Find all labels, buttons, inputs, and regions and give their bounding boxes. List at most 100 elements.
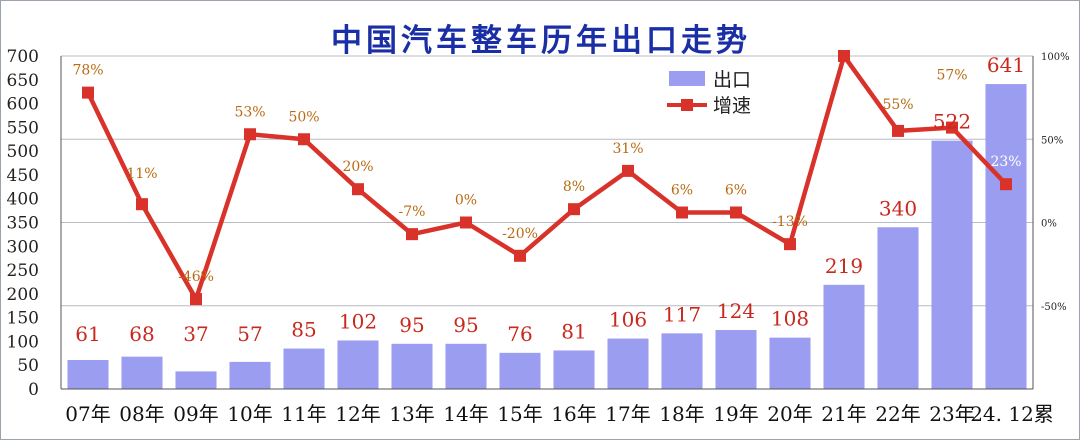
growth-point [622, 164, 634, 177]
growth-point [136, 198, 148, 211]
bar [715, 330, 757, 389]
growth-label: 53% [234, 104, 265, 120]
growth-point [244, 128, 256, 141]
bar-value-label: 108 [771, 307, 809, 331]
bar-value-label: 102 [339, 309, 377, 333]
legend-line-marker [681, 99, 693, 111]
x-tick-label: 24. 12累 [970, 402, 1054, 426]
x-tick-label: 20年 [767, 402, 812, 426]
growth-label: -13% [772, 214, 808, 230]
bar-value-label: 340 [879, 196, 917, 220]
bar [985, 84, 1027, 390]
bar [877, 227, 919, 389]
x-tick-label: 11年 [281, 402, 326, 426]
growth-label: 50% [288, 109, 319, 125]
bar [553, 350, 595, 389]
y-left-tick-label: 450 [7, 166, 39, 186]
bar-value-label: 76 [507, 322, 532, 346]
y-left-tick-label: 150 [7, 309, 39, 329]
growth-point [838, 50, 850, 62]
bar [445, 343, 487, 389]
x-tick-label: 16年 [551, 402, 596, 426]
growth-point [568, 203, 580, 216]
chart-title: 中国汽车整车历年出口走势 [331, 23, 751, 59]
bars-layer [67, 84, 1027, 390]
growth-label: -46% [178, 269, 214, 285]
y-left-tick-label: 200 [7, 285, 39, 305]
growth-point [892, 124, 904, 137]
growth-label: 8% [563, 179, 585, 195]
growth-point [190, 293, 202, 306]
x-tick-label: 17年 [605, 402, 650, 426]
growth-label: 0% [455, 193, 477, 209]
bar [769, 337, 811, 389]
bar-value-label: 641 [987, 53, 1025, 77]
bar-value-label: 522 [933, 110, 971, 134]
growth-label: -20% [502, 226, 538, 242]
y-left-tick-label: 400 [7, 190, 39, 210]
growth-label: 78% [72, 63, 103, 79]
legend-bar-swatch [669, 71, 705, 86]
bar [931, 140, 973, 389]
y-left-tick-label: 500 [7, 142, 39, 162]
bar-value-label: 57 [237, 322, 262, 346]
growth-point [946, 121, 958, 134]
bar [661, 333, 703, 389]
x-tick-label: 21年 [821, 402, 866, 426]
x-tick-label: 07年 [65, 402, 110, 426]
y-left-tick-label: 650 [7, 71, 39, 91]
y-left-tick-label: 350 [7, 214, 39, 234]
x-tick-label: 22年 [875, 402, 920, 426]
bar-value-label: 124 [717, 299, 755, 323]
y-right-tick-label: 0% [1041, 219, 1057, 230]
y-right-tick-label: -50% [1041, 302, 1067, 313]
growth-label: 23% [990, 154, 1021, 170]
bar [607, 338, 649, 389]
bar [121, 356, 163, 389]
x-tick-label: 10年 [227, 402, 272, 426]
growth-point [460, 216, 472, 229]
bar [175, 371, 217, 389]
x-tick-label: 08年 [119, 402, 164, 426]
growth-label: -7% [399, 204, 426, 220]
y-right-tick-label: 50% [1041, 135, 1063, 146]
bar-value-label: 61 [75, 322, 100, 346]
bar-value-label: 219 [825, 254, 863, 278]
bar [229, 361, 271, 389]
bar [391, 343, 433, 389]
growth-point [676, 206, 688, 219]
growth-point [406, 228, 418, 241]
x-tick-label: 13年 [389, 402, 434, 426]
x-tick-label: 12年 [335, 402, 380, 426]
x-tick-label: 15年 [497, 402, 542, 426]
growth-label: 55% [882, 97, 913, 113]
bar-value-label: 95 [453, 313, 478, 337]
bar [823, 284, 865, 389]
y-left-tick-label: 600 [7, 95, 39, 115]
x-tick-label: 14年 [443, 402, 488, 426]
legend-bar-label: 出口 [713, 69, 751, 91]
bar [67, 359, 109, 389]
growth-point [352, 183, 364, 196]
label-layer: 61 68 37 57 85 102 95 95 76 81 106 117 124 108 219 340 5… [65, 53, 1054, 426]
bar-value-label: 85 [291, 318, 316, 342]
y-left-tick-label: 0 [28, 380, 39, 400]
y-left-tick-label: 100 [7, 332, 39, 352]
bar [499, 352, 541, 389]
bar-value-label: 37 [183, 322, 208, 346]
x-tick-label: 18年 [659, 402, 704, 426]
y-left-tick-label: 550 [7, 118, 39, 138]
bar-value-label: 95 [399, 313, 424, 337]
bar-value-label: 68 [129, 322, 154, 346]
growth-line [85, 53, 1008, 302]
growth-label: 20% [342, 159, 373, 175]
growth-label: 6% [671, 183, 693, 199]
y-left-tick-label: 50 [17, 356, 39, 376]
legend-line-label: 增速 [713, 95, 751, 117]
growth-point [784, 238, 796, 251]
growth-label: 11% [126, 166, 157, 182]
bar [337, 340, 379, 389]
